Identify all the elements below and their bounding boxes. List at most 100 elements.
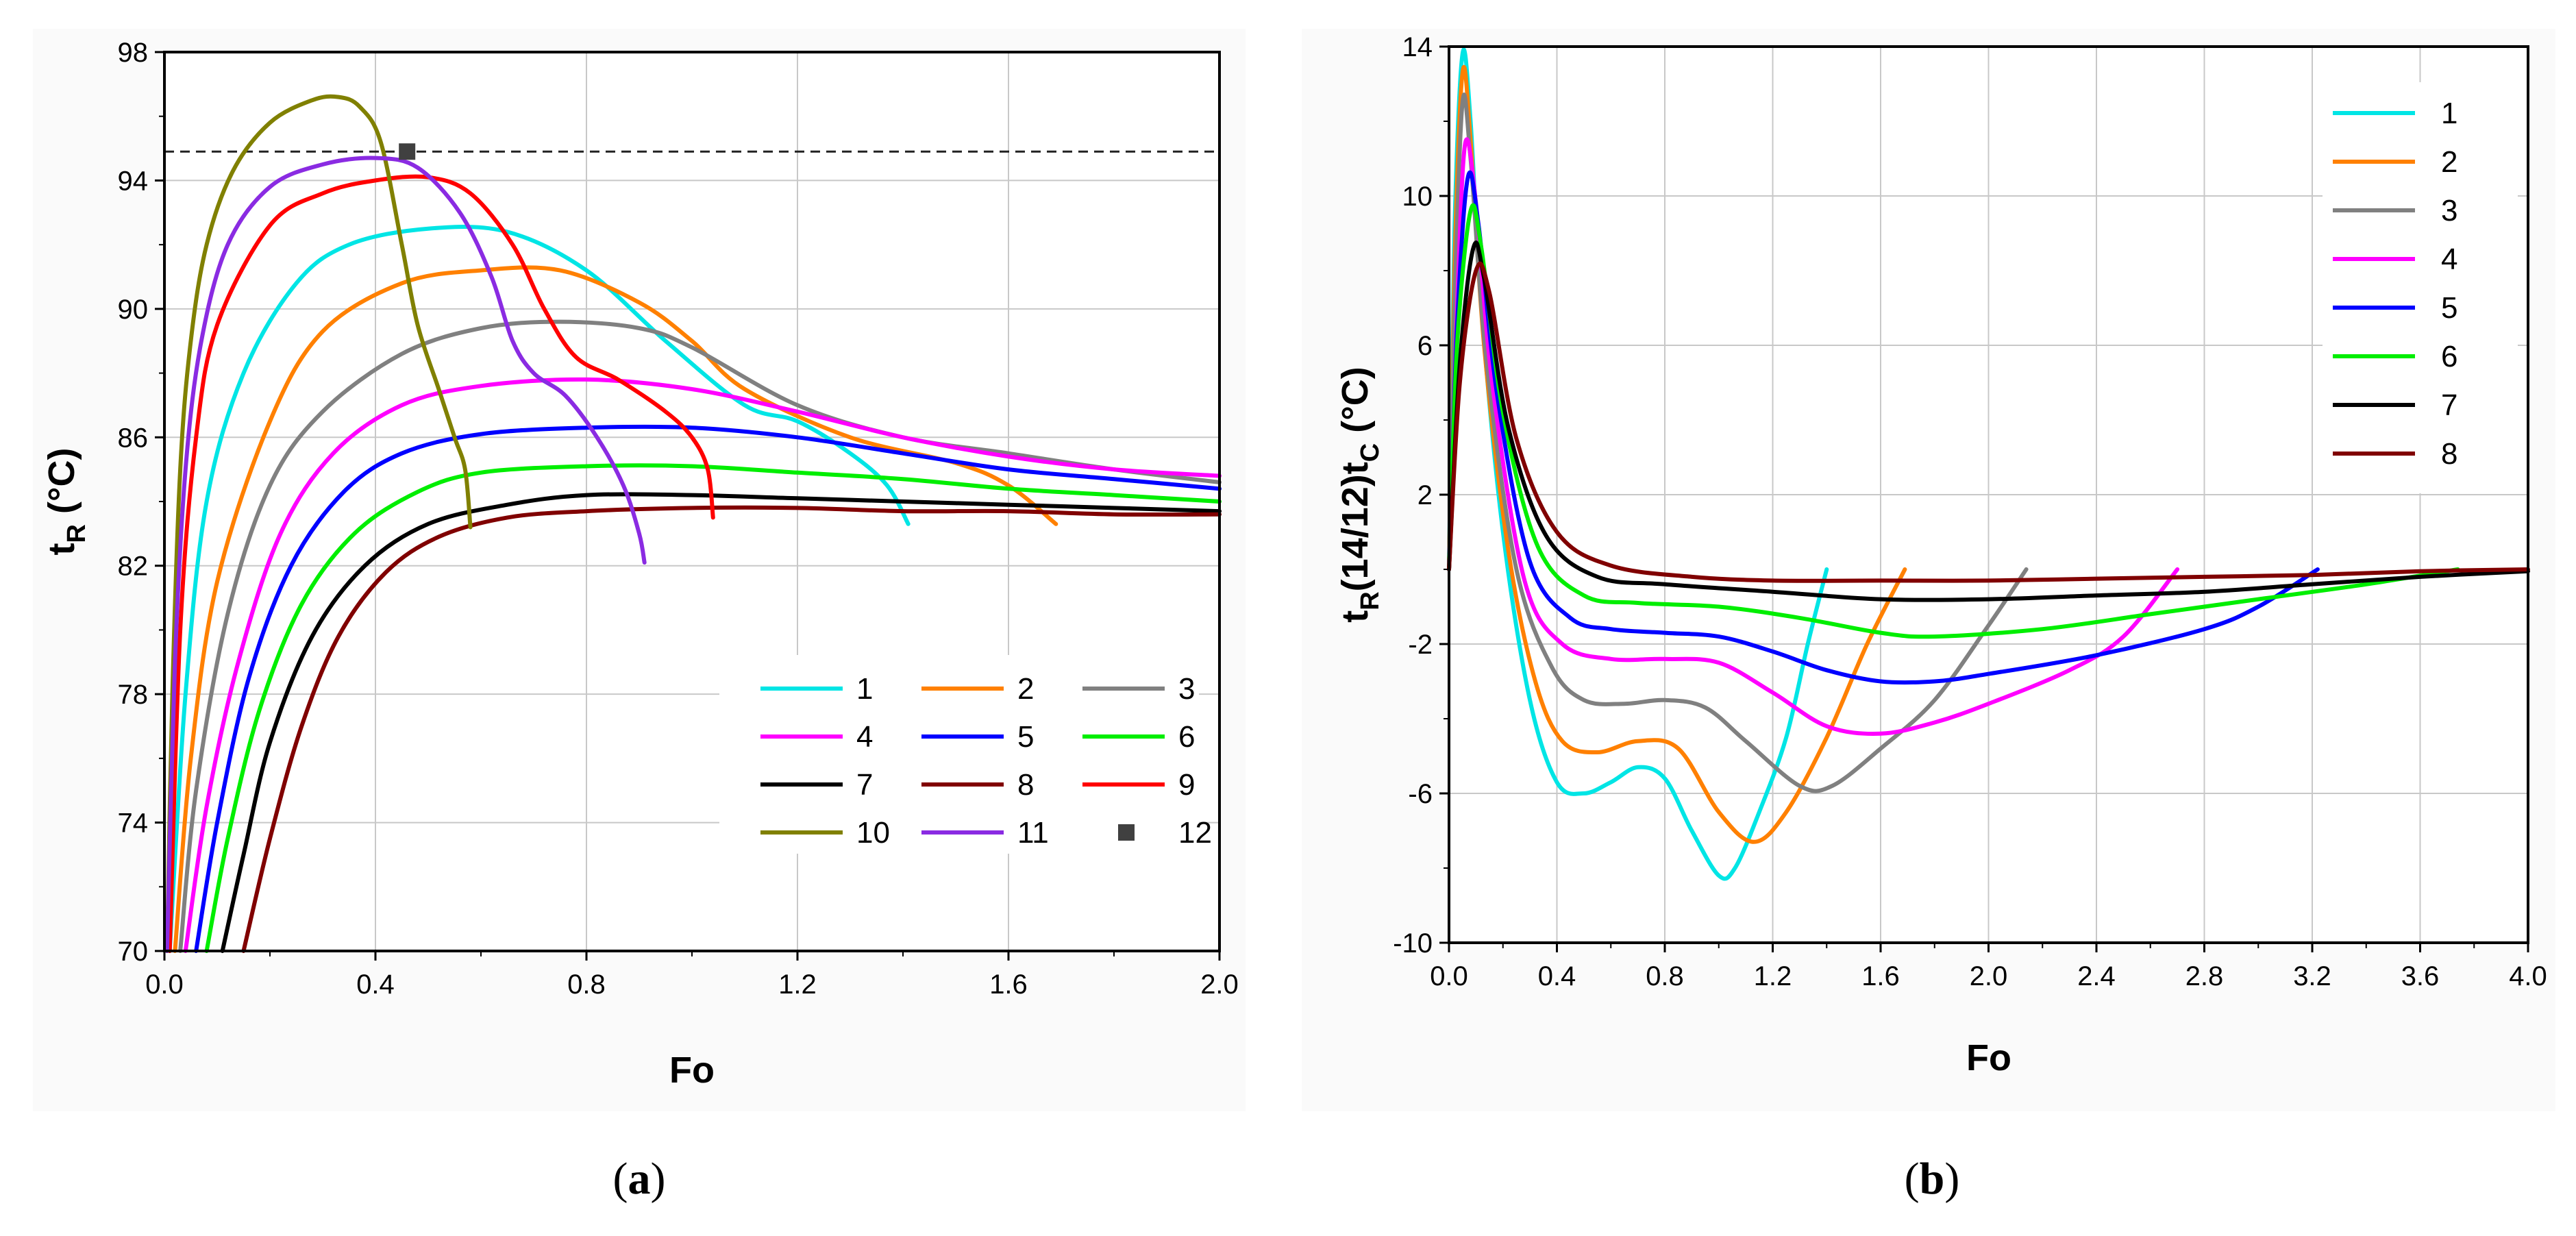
panel-b-y-title-sub1: R: [1356, 591, 1385, 610]
legend-label-8: 8: [2441, 437, 2457, 471]
x-tick-label: 2.0: [1200, 969, 1239, 1000]
panel-b-x-axis-title: Fo: [1966, 1037, 2011, 1078]
panel-a-x-axis-title: Fo: [669, 1050, 715, 1091]
legend-label-8: 8: [1017, 768, 1034, 802]
legend-label-2: 2: [2441, 145, 2457, 179]
series-10-line: [164, 94, 473, 953]
x-tick-label: 0.8: [1646, 961, 1684, 991]
panel-a-y-title-sub: R: [62, 524, 91, 543]
panel-a-y-title-main: t: [41, 543, 82, 556]
y-tick-label: 86: [118, 423, 149, 453]
series-5-line: [1447, 170, 2320, 685]
legend-box: [719, 655, 1199, 854]
panel-b-y-title-mid: (14/12)t: [1335, 462, 1376, 591]
panel-b-y-title-main: t: [1335, 610, 1376, 623]
legend-label-5: 5: [2441, 291, 2457, 325]
series-9-line: [167, 174, 715, 953]
panel-a-markers: [399, 143, 416, 160]
legend-label-6: 6: [2441, 340, 2457, 373]
series-3-line: [178, 319, 1222, 953]
series-5-line: [194, 424, 1222, 953]
y-tick-label: 82: [118, 552, 149, 582]
panel-b-legend: 1 2 3 4 5 6 7 8: [2323, 82, 2518, 493]
panel-a-series: [164, 94, 1222, 953]
y-tick-label: 90: [118, 295, 149, 325]
panel-a-legend: 1 2 34 5 67 8 910 11 12: [719, 655, 1212, 854]
legend-marker-12: [1118, 824, 1135, 841]
y-tick-label: 74: [118, 808, 149, 839]
y-tick-label: 6: [1417, 331, 1433, 361]
panel-a-caption: (a): [613, 1154, 666, 1204]
x-tick-label: 0.8: [567, 969, 606, 1000]
panel-a-y-title-unit: (°C): [41, 448, 82, 525]
series-6-line: [204, 463, 1222, 953]
legend-label-1: 1: [856, 672, 873, 706]
y-tick-label: 70: [118, 937, 149, 967]
x-tick-label: 1.6: [1861, 961, 1900, 991]
y-tick-label: 14: [1402, 32, 1433, 62]
panel-b-gridlines: [1449, 47, 2528, 943]
legend-label-11: 11: [1017, 816, 1049, 850]
series-4-line: [1447, 137, 2180, 736]
series-4-line: [183, 377, 1222, 953]
series-8-line: [1447, 261, 2530, 583]
legend-label-1: 1: [2441, 97, 2457, 130]
legend-label-4: 4: [2441, 243, 2457, 276]
series-3-line: [1447, 92, 2029, 793]
legend-label-7: 7: [856, 768, 873, 802]
series-2-line: [173, 265, 1058, 953]
panel-b-caption: (b): [1905, 1154, 1960, 1204]
panel-b-series: [1447, 47, 2530, 881]
series-1-line: [167, 225, 911, 953]
legend-label-3: 3: [1178, 672, 1195, 706]
x-tick-label: 2.8: [2185, 961, 2224, 991]
series-2-line: [1447, 64, 1907, 844]
series-7-line: [220, 492, 1222, 953]
series-11-line: [164, 156, 647, 953]
panel-b-ticks: 0.0 0.4 0.8 1.2 1.6 2.0 2.4 2.8 3.2 3.6 4.0 -10 -6 -2…: [1393, 32, 2547, 991]
legend-label-12: 12: [1178, 816, 1212, 850]
y-tick-label: 94: [118, 166, 149, 196]
panel-b-caption-letter: b: [1920, 1154, 1945, 1204]
x-tick-label: 3.6: [2401, 961, 2440, 991]
panel-a-caption-close: ): [651, 1154, 666, 1204]
x-tick-label: 1.6: [989, 969, 1028, 1000]
y-tick-label: -6: [1408, 779, 1433, 809]
legend-label-2: 2: [1017, 672, 1034, 706]
panel-b-caption-open: (: [1905, 1154, 1920, 1204]
panel-a-y-axis-title: tR (°C): [41, 448, 91, 556]
x-tick-label: 0.4: [356, 969, 395, 1000]
panel-b-y-title-unit: (°C): [1335, 367, 1376, 443]
panel-b-y-axis-title: tR(14/12)tC (°C): [1335, 367, 1385, 623]
y-tick-label: -10: [1393, 928, 1433, 959]
legend-label-4: 4: [856, 720, 873, 754]
series-8-line: [241, 505, 1222, 953]
legend-label-9: 9: [1178, 768, 1195, 802]
x-tick-label: 2.0: [1970, 961, 2008, 991]
y-tick-label: 2: [1417, 480, 1433, 510]
x-tick-label: 4.0: [2509, 961, 2547, 991]
panel-a-caption-open: (: [613, 1154, 628, 1204]
x-tick-label: 1.2: [1754, 961, 1792, 991]
legend-label-10: 10: [856, 816, 890, 850]
legend-label-7: 7: [2441, 388, 2457, 422]
legend-label-6: 6: [1178, 720, 1195, 754]
y-tick-label: 10: [1402, 182, 1433, 212]
legend-box: [2323, 82, 2518, 493]
panel-b-y-title-sub2: C: [1356, 443, 1385, 462]
y-tick-label: -2: [1408, 630, 1433, 660]
x-tick-label: 1.2: [778, 969, 817, 1000]
y-tick-label: 98: [118, 38, 149, 68]
panel-a-caption-letter: a: [628, 1154, 651, 1204]
series-6-line: [1447, 203, 2460, 639]
series-12-marker: [399, 143, 416, 160]
series-7-line: [1447, 240, 2530, 602]
y-tick-label: 78: [118, 680, 149, 710]
x-tick-label: 3.2: [2293, 961, 2331, 991]
panel-b-caption-close: ): [1944, 1154, 1959, 1204]
legend-label-5: 5: [1017, 720, 1034, 754]
x-tick-label: 0.4: [1538, 961, 1576, 991]
x-tick-label: 0.0: [1430, 961, 1468, 991]
